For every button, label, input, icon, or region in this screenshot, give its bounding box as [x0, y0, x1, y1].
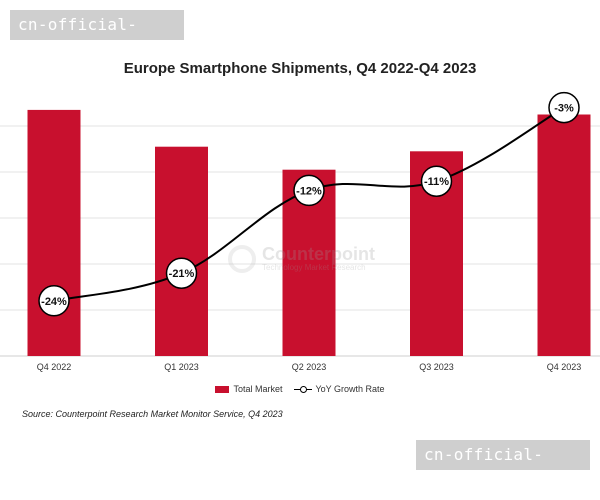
legend-label-total-market: Total Market [233, 384, 283, 394]
legend-label-yoy: YoY Growth Rate [315, 384, 385, 394]
yoy-data-label-3: -11% [424, 176, 449, 188]
x-tick-label-1: Q1 2023 [164, 362, 199, 372]
yoy-marker-4 [548, 91, 580, 124]
x-tick-label-4: Q4 2023 [547, 362, 582, 372]
watermark-top: cn-official-ufc.com [10, 10, 184, 64]
chart-svg: Q4 2022 Q1 2023 Q2 2023 Q3 2023 Q4 2023 -24% -… [0, 91, 600, 372]
chart-legend: Total Market YoY Growth Rate [0, 384, 600, 394]
yoy-data-label-2: -12% [296, 185, 322, 197]
counterpoint-logo-watermark: Counterpoint Technology Market Research [228, 245, 375, 273]
bar-q4-2023 [537, 114, 591, 356]
chart-title: Europe Smartphone Shipments, Q4 2022-Q4 … [123, 60, 477, 77]
logo-name: Counterpoint [262, 244, 375, 264]
yoy-data-label-1: -21% [169, 268, 195, 280]
yoy-marker-3 [420, 165, 453, 197]
yoy-marker-2 [293, 174, 325, 207]
legend-line-swatch [294, 385, 313, 393]
x-tick-label-2: Q2 2023 [292, 362, 327, 372]
legend-item-total-market: Total Market [215, 384, 282, 394]
watermark-bottom: cn-official-ufc.com [416, 440, 590, 494]
yoy-marker-1 [165, 257, 198, 289]
x-tick-label-3: Q3 2023 [419, 362, 454, 372]
legend-item-yoy: YoY Growth Rate [294, 384, 385, 394]
bar-q4-2022 [27, 109, 81, 357]
logo-subtitle: Technology Market Research [262, 263, 366, 272]
bar-q1-2023 [155, 146, 208, 356]
counterpoint-logo-icon [228, 245, 256, 273]
yoy-marker-0 [38, 285, 70, 317]
yoy-data-label-0: -24% [41, 296, 67, 308]
source-note: Source: Counterpoint Research Market Mon… [22, 409, 283, 419]
legend-bar-swatch [215, 385, 230, 393]
x-tick-label-0: Q4 2022 [37, 362, 72, 372]
yoy-data-label-4: -3% [554, 103, 574, 115]
